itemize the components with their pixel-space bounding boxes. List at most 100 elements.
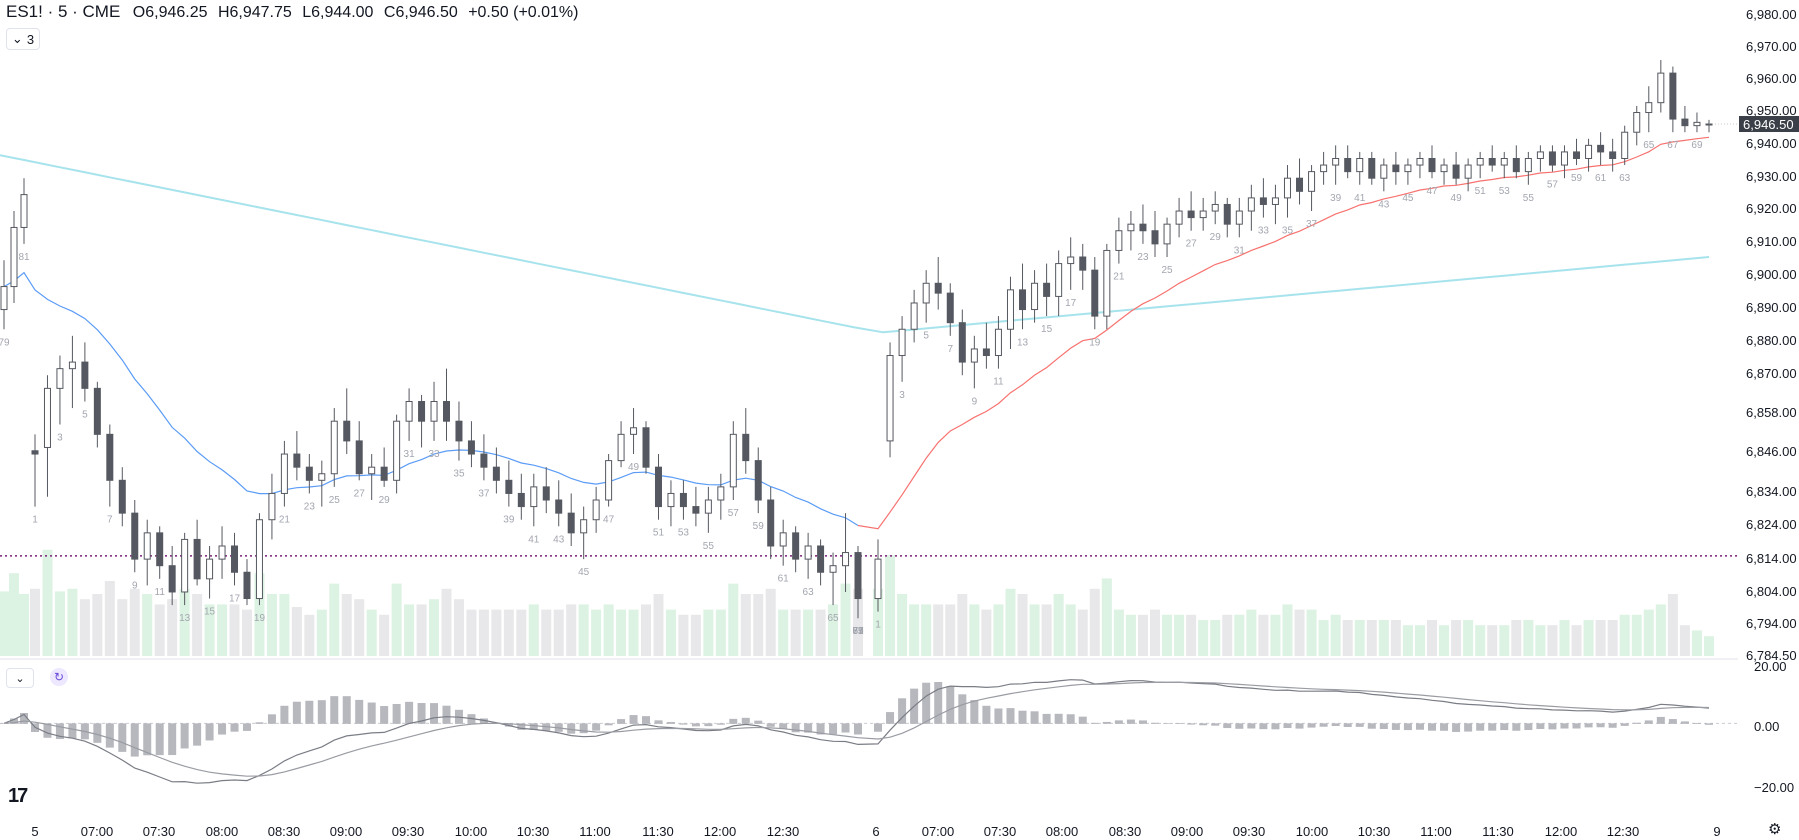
gear-icon[interactable]: ⚙ bbox=[1768, 821, 1782, 838]
volume-bar bbox=[1679, 625, 1690, 656]
pane-toggle-button[interactable]: ⌄ bbox=[6, 668, 34, 688]
volume-bar bbox=[491, 609, 502, 656]
indicators-toggle-button[interactable]: ⌄ 3 bbox=[6, 28, 40, 50]
candle-body bbox=[1187, 210, 1195, 219]
price-tick-label: 6,824.00 bbox=[1746, 517, 1797, 532]
bar-number-label: 39 bbox=[1330, 193, 1342, 204]
candle-body bbox=[106, 433, 114, 481]
volume-bar bbox=[129, 588, 140, 656]
macd-histogram-bar bbox=[417, 703, 426, 724]
volume-bar bbox=[1101, 578, 1112, 656]
macd-histogram-bar bbox=[1114, 720, 1123, 724]
time-tick-label: 10:00 bbox=[455, 824, 488, 839]
macd-histogram-bar bbox=[567, 723, 576, 734]
bar-number-label: 47 bbox=[1426, 186, 1438, 197]
volume-bar bbox=[516, 609, 527, 656]
macd-histogram-bar bbox=[55, 723, 64, 740]
bar-number-label: 51 bbox=[1475, 186, 1487, 197]
bar-number-label: 65 bbox=[827, 613, 839, 624]
bar-number-label: 23 bbox=[1137, 252, 1149, 263]
macd-histogram-bar bbox=[0, 723, 8, 724]
tradingview-logo[interactable]: 17 bbox=[8, 785, 28, 807]
macd-histogram-bar bbox=[982, 705, 991, 724]
macd-histogram-bar bbox=[886, 712, 895, 724]
volume-bar bbox=[566, 604, 577, 656]
volume-bar bbox=[1463, 620, 1474, 656]
macd-histogram-bar bbox=[604, 723, 613, 726]
candle-body bbox=[293, 453, 301, 468]
macd-histogram-bar bbox=[970, 700, 979, 724]
macd-histogram-bar bbox=[1054, 713, 1063, 724]
chevron-down-icon: ⌄ bbox=[15, 672, 25, 685]
bar-number-label: 9 bbox=[132, 580, 138, 591]
volume-bar bbox=[241, 609, 252, 656]
candle-body bbox=[393, 420, 401, 481]
volume-bar bbox=[1318, 620, 1329, 656]
macd-histogram-bar bbox=[1428, 723, 1436, 731]
volume-bar bbox=[142, 594, 153, 656]
macd-histogram-bar bbox=[1608, 723, 1617, 728]
high-value: 6,947.75 bbox=[229, 4, 292, 21]
candle-body bbox=[1031, 282, 1039, 311]
volume-bar bbox=[778, 609, 789, 656]
volume-bar bbox=[391, 583, 402, 656]
macd-histogram-bar bbox=[1199, 723, 1208, 726]
volume-bar bbox=[79, 599, 90, 656]
bar-number-label: 55 bbox=[703, 541, 715, 552]
macd-histogram-bar bbox=[1078, 716, 1087, 724]
volume-bar bbox=[1631, 614, 1642, 656]
candle-body bbox=[305, 466, 313, 481]
volume-bar bbox=[1234, 614, 1245, 656]
volume-bar bbox=[354, 599, 365, 656]
macd-histogram-bar bbox=[10, 718, 18, 724]
time-tick-label: 09:00 bbox=[330, 824, 363, 839]
volume-bar bbox=[1643, 609, 1654, 656]
candle-body bbox=[642, 427, 650, 468]
candle-body bbox=[679, 492, 687, 508]
volume-bar bbox=[1089, 588, 1100, 656]
volume-bar bbox=[840, 583, 851, 656]
bar-number-label: 25 bbox=[329, 495, 341, 506]
volume-bar bbox=[1414, 625, 1425, 656]
bar-number-label: 25 bbox=[1161, 265, 1173, 276]
sync-icon[interactable]: ↻ bbox=[50, 668, 68, 686]
macd-histogram-bar bbox=[392, 703, 401, 724]
bar-number-label: 7 bbox=[107, 515, 113, 526]
candle-body bbox=[617, 433, 625, 462]
candle-body bbox=[193, 538, 201, 580]
volume-bar bbox=[1125, 614, 1136, 656]
macd-histogram-bar bbox=[442, 705, 451, 724]
bar-number-label: 49 bbox=[628, 462, 640, 473]
candle-body bbox=[1488, 157, 1496, 166]
last-price-label: 6,946.50 bbox=[1743, 117, 1794, 132]
bar-number-label: 17 bbox=[229, 593, 241, 604]
volume-bar bbox=[1390, 620, 1401, 656]
volume-bar bbox=[1113, 609, 1124, 656]
bar-number-label: 13 bbox=[1017, 337, 1029, 348]
candle-body bbox=[517, 492, 525, 508]
candle-body bbox=[1609, 151, 1617, 159]
price-tick-label: 6,900.00 bbox=[1746, 267, 1797, 282]
bar-number-label: 41 bbox=[1354, 193, 1366, 204]
macd-histogram-bar bbox=[898, 698, 907, 724]
candle-body bbox=[1464, 164, 1472, 179]
bar-number-label: 31 bbox=[1234, 245, 1246, 256]
candle-body bbox=[1645, 102, 1653, 114]
candle-body bbox=[1597, 144, 1605, 153]
time-tick-label: 12:00 bbox=[1545, 824, 1578, 839]
candle-body bbox=[1356, 157, 1364, 173]
candle-body bbox=[1259, 197, 1267, 205]
time-tick-label: 07:30 bbox=[984, 824, 1017, 839]
macd-histogram-bar bbox=[305, 700, 314, 724]
macd-histogram-bar bbox=[1018, 710, 1027, 724]
volume-bar bbox=[815, 609, 826, 656]
macd-histogram-bar bbox=[529, 723, 538, 730]
volume-bar bbox=[1571, 625, 1582, 656]
symbol-title[interactable]: ES1! · 5 · CME bbox=[6, 2, 121, 21]
candle-body bbox=[467, 440, 475, 455]
open-label: O bbox=[132, 4, 146, 21]
chevron-down-icon: ⌄ bbox=[11, 31, 23, 46]
candle-body bbox=[168, 565, 176, 593]
candle-body bbox=[829, 565, 837, 573]
